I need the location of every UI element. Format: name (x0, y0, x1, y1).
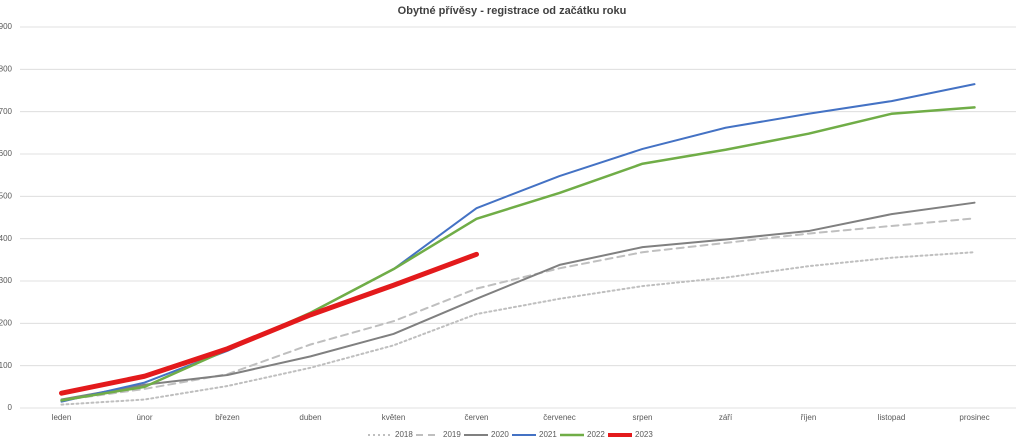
series-line (60, 251, 976, 406)
legend-label: 2020 (491, 430, 509, 439)
legend-label: 2018 (395, 430, 413, 439)
x-tick-label: srpen (632, 413, 652, 422)
y-tick-label: 100 (0, 361, 13, 370)
y-tick-label: 700 (0, 107, 13, 116)
y-tick-label: 0 (8, 403, 13, 412)
legend-label: 2023 (635, 430, 653, 439)
legend-label: 2019 (443, 430, 461, 439)
x-tick-label: únor (136, 413, 152, 422)
x-tick-label: prosinec (959, 413, 989, 422)
x-tick-label: duben (299, 413, 321, 422)
y-tick-label: 500 (0, 191, 13, 200)
y-tick-label: 900 (0, 22, 13, 31)
legend-label: 2022 (587, 430, 605, 439)
y-tick-label: 300 (0, 276, 13, 285)
series-line (60, 201, 976, 401)
y-tick-label: 200 (0, 318, 13, 327)
x-tick-label: červenec (543, 413, 575, 422)
series-line (60, 83, 976, 403)
series-line (59, 251, 479, 396)
chart-title: Obytné přívěsy - registrace od začátku r… (398, 5, 627, 17)
x-tick-label: květen (382, 413, 406, 422)
x-tick-label: listopad (878, 413, 906, 422)
series-line (60, 217, 976, 402)
y-tick-label: 800 (0, 64, 13, 73)
x-tick-label: říjen (801, 413, 817, 422)
y-tick-label: 400 (0, 234, 13, 243)
x-tick-label: září (719, 413, 733, 422)
y-tick-label: 600 (0, 149, 13, 158)
legend-label: 2021 (539, 430, 557, 439)
x-tick-label: leden (52, 413, 72, 422)
x-tick-label: březen (215, 413, 239, 422)
x-tick-label: červen (464, 413, 488, 422)
